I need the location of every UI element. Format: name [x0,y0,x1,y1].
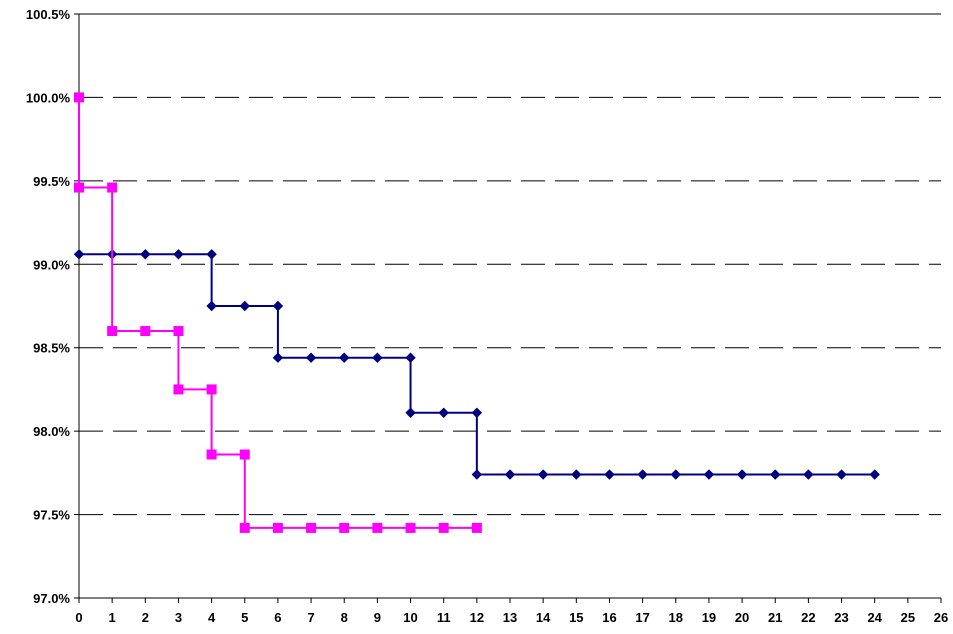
data-point [537,469,549,480]
x-tick-label: 25 [901,610,915,625]
x-tick-label: 0 [75,610,82,625]
data-point [869,469,880,480]
series-line [79,253,875,476]
data-point [504,469,516,480]
data-point [73,249,85,260]
data-point [140,326,151,337]
data-point [107,326,118,337]
tick-labels: 97.0% 97.5% 98.0% 98.5% 99.0% 99.5% 100.0% 100.… [26,7,948,625]
data-point [604,469,615,480]
x-tick-label: 18 [669,610,683,625]
x-tick-label: 17 [635,610,649,625]
data-point [272,522,283,533]
x-tick-label: 10 [403,610,417,625]
x-tick-label: 9 [374,610,381,625]
grid-lines [79,96,941,516]
data-point [372,352,383,363]
x-tick-label: 3 [175,610,182,625]
data-point [571,469,582,480]
data-point [405,407,416,418]
data-point [306,522,317,533]
x-tick-label: 13 [503,610,517,625]
data-point [305,352,317,363]
data-point [173,326,184,337]
data-point [405,522,416,533]
x-tick-label: 23 [834,610,848,625]
x-tick-label: 26 [934,610,948,625]
x-tick-label: 7 [307,610,314,625]
data-point [173,249,184,260]
x-tick-label: 2 [142,610,149,625]
axes [74,13,942,603]
y-tick-label: 98.0% [33,424,70,439]
y-tick-label: 98.5% [33,341,70,356]
x-tick-label: 15 [569,610,583,625]
data-point [239,449,250,460]
data-point [803,469,814,480]
data-point [670,469,681,480]
x-tick-label: 14 [536,610,551,625]
data-point [272,352,284,363]
data-point [74,182,84,193]
series-layer [73,92,880,533]
data-point [239,522,250,533]
data-point [438,407,449,418]
x-tick-label: 20 [735,610,749,625]
data-point [239,300,250,312]
data-point [770,469,781,480]
data-point [206,449,217,460]
series-1 [73,249,880,480]
data-point [339,522,350,533]
data-point [107,182,118,193]
x-tick-label: 6 [274,610,281,625]
x-tick-label: 11 [437,610,451,625]
data-point [74,92,84,103]
data-point [703,469,715,480]
x-tick-label: 16 [602,610,616,625]
y-tick-label: 97.0% [33,591,70,606]
series-2 [74,92,482,533]
data-point [206,249,217,260]
x-tick-label: 1 [109,610,116,625]
data-point [438,522,449,533]
data-point [736,469,748,480]
data-point [173,384,184,395]
x-tick-label: 21 [768,610,782,625]
x-tick-label: 4 [208,610,216,625]
x-tick-label: 19 [702,610,716,625]
y-tick-label: 97.5% [33,508,70,523]
data-point [140,249,151,260]
x-tick-label: 24 [867,610,882,625]
y-tick-label: 99.0% [33,257,70,272]
data-point [206,300,217,312]
x-tick-label: 5 [241,610,248,625]
data-point [471,469,483,480]
data-point [339,352,350,363]
data-point [272,300,284,312]
data-point [372,522,383,533]
y-tick-label: 100.0% [26,90,71,105]
data-point [637,469,648,480]
data-point [405,352,416,363]
data-point [206,384,217,395]
y-tick-label: 99.5% [33,174,70,189]
data-point [471,407,483,418]
data-point [836,469,847,480]
data-point [471,522,482,533]
x-tick-label: 12 [470,610,484,625]
x-tick-label: 8 [341,610,348,625]
y-tick-label: 100.5% [26,7,71,22]
x-tick-label: 22 [801,610,815,625]
series-line [78,97,477,529]
